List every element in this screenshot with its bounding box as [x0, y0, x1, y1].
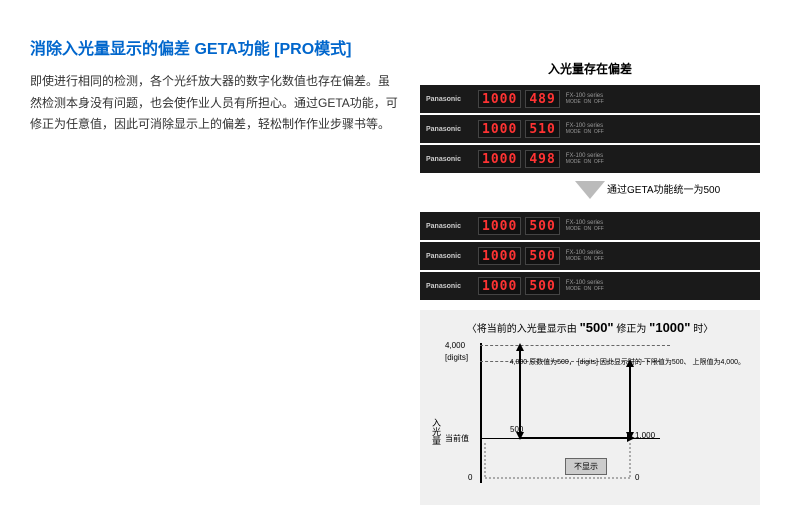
display-1: 1000: [478, 277, 521, 295]
display-2: 500: [525, 277, 559, 295]
y-axis-label: 入光量: [430, 418, 443, 445]
x-1000: 1,000: [635, 431, 655, 440]
series-label: FX-100 seriesMODE ON OFF: [566, 250, 754, 262]
y-digits: [digits]: [445, 353, 468, 362]
brand-label: Panasonic: [426, 156, 476, 163]
x-current-label: 当前值: [445, 433, 469, 444]
device-unit: Panasonic 1000 500 FX-100 seriesMODE ON …: [420, 272, 760, 300]
display-2: 500: [525, 217, 559, 235]
arrow-section: 通过GETA功能统一为500: [420, 181, 760, 204]
display-1: 1000: [478, 150, 521, 168]
y-value-4000: 4,000: [445, 341, 465, 350]
device-unit: Panasonic 1000 500 FX-100 seriesMODE ON …: [420, 212, 760, 240]
device-unit: Panasonic 1000 500 FX-100 seriesMODE ON …: [420, 242, 760, 270]
x-500: 500: [510, 425, 523, 434]
top-label: 入光量存在偏差: [420, 60, 760, 77]
display-2: 510: [525, 120, 559, 138]
device-unit: Panasonic 1000 498 FX-100 seriesMODE ON …: [420, 145, 760, 173]
no-show-box: 不显示: [565, 458, 607, 475]
brand-label: Panasonic: [426, 253, 476, 260]
display-1: 1000: [478, 120, 521, 138]
series-label: FX-100 seriesMODE ON OFF: [566, 93, 754, 105]
description-text: 即使进行相同的检测，各个光纤放大器的数字化数值也存在偏差。虽然检测本身没有问题，…: [30, 71, 400, 136]
series-label: FX-100 seriesMODE ON OFF: [566, 153, 754, 165]
display-2: 498: [525, 150, 559, 168]
display-2: 500: [525, 247, 559, 265]
brand-label: Panasonic: [426, 223, 476, 230]
display-1: 1000: [478, 90, 521, 108]
series-label: FX-100 seriesMODE ON OFF: [566, 280, 754, 292]
display-1: 1000: [478, 217, 521, 235]
brand-label: Panasonic: [426, 283, 476, 290]
correction-diagram: 〈将当前的入光量显示由 "500" 修正为 "1000" 时〉 入光量 4,00…: [420, 310, 760, 505]
arrow-label: 通过GETA功能统一为500: [607, 181, 720, 196]
chart-area: 入光量 4,000 [digits] 0: [480, 343, 670, 493]
device-unit: Panasonic 1000 510 FX-100 seriesMODE ON …: [420, 115, 760, 143]
brand-label: Panasonic: [426, 126, 476, 133]
x-0: 0: [635, 473, 639, 482]
brand-label: Panasonic: [426, 96, 476, 103]
display-1: 1000: [478, 247, 521, 265]
series-label: FX-100 seriesMODE ON OFF: [566, 220, 754, 232]
diagram-title: 〈将当前的入光量显示由 "500" 修正为 "1000" 时〉: [430, 320, 750, 335]
down-arrow-icon: [575, 181, 605, 199]
page-title: 消除入光量显示的偏差 GETA功能 [PRO模式]: [30, 35, 760, 59]
chart-note: 4,000 原数值为500， [digits] 因此显示时的 下限值为500、 …: [510, 358, 745, 367]
y-value-0: 0: [468, 473, 472, 482]
series-label: FX-100 seriesMODE ON OFF: [566, 123, 754, 135]
display-2: 489: [525, 90, 559, 108]
device-unit: Panasonic 1000 489 FX-100 seriesMODE ON …: [420, 85, 760, 113]
right-panel: 入光量存在偏差 Panasonic 1000 489 FX-100 series…: [420, 60, 760, 505]
